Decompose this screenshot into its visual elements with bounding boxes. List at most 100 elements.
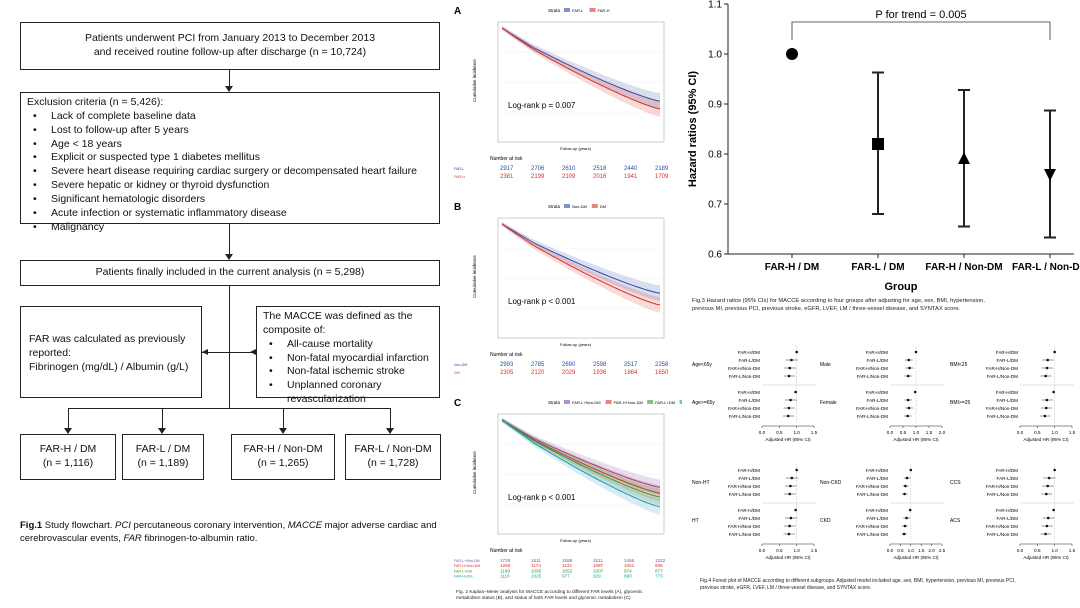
forest-row-label: FAR-L/Non-DM — [987, 414, 1019, 419]
x-tick-label: FAR-L / Non-DM — [1012, 262, 1080, 273]
forest-row-label: FAR-H/DM — [738, 350, 760, 355]
risk-cell: 1511 — [593, 558, 603, 563]
risk-cell: 2598 — [593, 362, 607, 368]
km-curve — [501, 419, 661, 508]
forest-row-label: FAR-L/DM — [867, 358, 889, 363]
fig3-caption-line: Fig.3 Hazard ratios (95% CIs) for MACCE … — [692, 298, 985, 304]
legend-label: DM — [600, 204, 606, 209]
y-axis-title: Hazard ratios (95% CI) — [687, 71, 699, 187]
risk-cell: 2610 — [562, 166, 576, 172]
forest-row-label: FAR-L/Non-DM — [857, 532, 889, 537]
risk-title: Number at risk — [490, 352, 523, 358]
legend-swatch — [564, 8, 570, 12]
y-axis-label: Cumulative incidence — [472, 451, 477, 494]
y-tick-label: 0.7 — [708, 200, 722, 211]
far-line-1: FAR was calculated as previously — [29, 333, 186, 345]
list-item: Acute infection or systematic inflammato… — [33, 207, 433, 221]
forest-axis-title: Adjusted HR (95% CI) — [893, 555, 939, 560]
risk-row-label: DM — [454, 371, 460, 375]
forest-row-label: FAR-H/DM — [866, 468, 888, 473]
forest-row-label: FAR-H/DM — [996, 468, 1018, 473]
x-axis-title: Group — [885, 281, 918, 293]
legend-label: FAR-H — [598, 8, 610, 13]
forest-tick-label: 0.5 — [1034, 430, 1041, 435]
forest-tick-label: 1.0 — [1051, 548, 1058, 553]
forest-tick-label: 0.5 — [776, 430, 783, 435]
risk-cell: 1611 — [531, 558, 541, 563]
forest-point — [789, 516, 793, 520]
risk-row-label: Non-DM — [454, 363, 467, 367]
forest-tick-label: 1.0 — [793, 430, 800, 435]
forest-tick-label: 2.5 — [939, 548, 946, 553]
forest-tick-label: 0.5 — [1034, 548, 1041, 553]
forest-point — [795, 468, 798, 472]
x-axis-label: Follow-up (years) — [560, 146, 592, 151]
exclusion-title: Exclusion criteria (n = 5,426): — [27, 96, 164, 108]
risk-cell: 1466 — [624, 558, 635, 563]
forest-row-label: FAR-L/DM — [867, 398, 889, 403]
list-item: Significant hematologic disorders — [33, 193, 433, 207]
forest-point — [1046, 484, 1050, 488]
y-axis-label: Cumulative incidence — [472, 59, 477, 102]
macce-list: All-cause mortalityNon-fatal myocardial … — [263, 338, 433, 407]
risk-cell: 2785 — [531, 362, 545, 368]
figure-4-caption: Fig.4 Forest plot of MACCE according to … — [700, 578, 1076, 591]
forest-row-label: FAR-L/DM — [739, 476, 761, 481]
risk-title: Number at risk — [490, 156, 523, 162]
forest-row-label: FAR-H/Non-DM — [728, 406, 760, 411]
forest-point — [795, 350, 798, 354]
forest-tick-label: 2.0 — [928, 548, 935, 553]
panel-letter: B — [454, 202, 461, 213]
group-label: FAR-L / Non-DM — [354, 443, 432, 456]
forest-row-label: FAR-L/DM — [867, 476, 889, 481]
forest-point — [1044, 374, 1047, 378]
forest-tick-label: 1.5 — [1069, 548, 1076, 553]
far-definition-box: FAR was calculated as previously reporte… — [20, 306, 202, 398]
subgroup-label: Non-HT — [692, 480, 710, 486]
forest-row-label: FAR-H/DM — [996, 350, 1018, 355]
included-patients-box: Patients finally included in the current… — [20, 260, 440, 286]
forest-point — [904, 484, 907, 488]
forest-row-label: FAR-H/DM — [738, 468, 760, 473]
list-item: Lost to follow-up after 5 years — [33, 124, 433, 138]
km-curve — [501, 419, 661, 488]
list-item: Unplanned coronary revascularization — [269, 379, 433, 407]
forest-panel: CCS ACS FAR-H/DM FAR-L/DM FAR-H/Non-DM FAR-L/… — [950, 464, 1076, 560]
forest-tick-label: 0.5 — [897, 548, 904, 553]
km-curve — [501, 419, 661, 494]
caption-text: Study flowchart. — [42, 520, 116, 531]
forest-panel: BMI<25 BMI>=25 FAR-H/DM FAR-L/DM FAR-H/Non-D… — [950, 346, 1076, 442]
forest-row-label: FAR-L/Non-DM — [729, 532, 761, 537]
caption-text: fibrinogen-to-albumin ratio. — [141, 532, 258, 544]
macce-definition-box: The MACCE was defined as the composite o… — [256, 306, 440, 405]
risk-cell: 1558 — [562, 558, 573, 563]
forest-point — [790, 476, 794, 480]
forest-row-label: FAR-H/Non-DM — [986, 366, 1018, 371]
risk-cell: 2029 — [562, 370, 576, 376]
macce-title-1: The MACCE was defined as the — [263, 310, 413, 322]
legend-swatch — [591, 204, 598, 208]
risk-cell: 1174 — [531, 563, 541, 568]
y-axis-label: Cumulative incidence — [472, 255, 477, 298]
forest-row-label: FAR-L/Non-DM — [987, 374, 1019, 379]
fig4-caption-line: previous stroke, eGFR, LVEF, LM / three-… — [700, 584, 872, 591]
risk-cell: 2016 — [593, 174, 607, 180]
forest-row-label: FAR-L/DM — [867, 516, 889, 521]
x-axis-label: Follow-up (years) — [560, 538, 592, 543]
included-text: Patients finally included in the current… — [95, 266, 365, 279]
logrank-pvalue: Log-rank p = 0.007 — [508, 101, 576, 110]
subgroup-label: Age>=65y — [692, 400, 715, 406]
subgroup-label: Male — [820, 362, 831, 368]
list-item: All-cause mortality — [269, 338, 433, 352]
trend-bracket — [791, 21, 1051, 40]
forest-point — [1047, 476, 1051, 480]
legend-label: Non-DM — [572, 204, 587, 209]
forest-point — [788, 524, 791, 528]
forest-tick-label: 1.5 — [926, 430, 933, 435]
forest-point — [1052, 508, 1055, 512]
group-box-far-l-dm: FAR-L / DM (n = 1,189) — [122, 434, 204, 480]
risk-cell: 1007 — [593, 568, 604, 573]
forest-tick-label: 0.0 — [1017, 548, 1024, 553]
risk-cell: 2381 — [500, 174, 514, 180]
risk-cell: 773 — [655, 574, 663, 579]
